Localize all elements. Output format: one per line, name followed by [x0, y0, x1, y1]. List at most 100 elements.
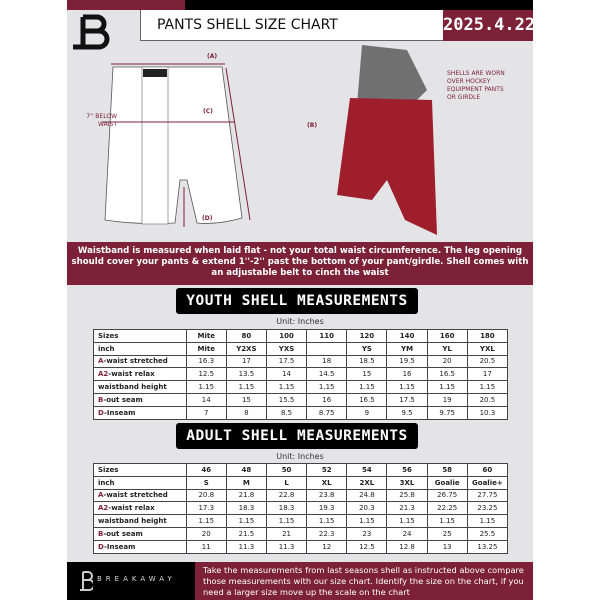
table-cell: 20	[426, 354, 468, 369]
row-label-text: -waist relax	[108, 370, 155, 379]
table-row: waistband height 1.15 1.15 1.15 1.15 1.15 1.15…	[93, 380, 509, 394]
adult-size-table: Sizes 46 48 50 52 54 56 58 60 inch S M L XL 2XL 3XL Goal…	[93, 463, 509, 554]
table-cell: 180	[466, 329, 509, 343]
table-row: B-out seam 14 15 15.5 16 16.5 17.5 19 20.5	[93, 392, 509, 407]
row-label: A-waist stretched	[93, 354, 187, 369]
row-label: Sizes	[93, 329, 187, 343]
row-label: waistband height	[93, 380, 187, 394]
below-waist-note: 7'' BELOW WAIST	[86, 113, 117, 128]
top-bar	[185, 0, 533, 10]
row-label-text: inch	[98, 344, 115, 353]
row-label-prefix: D	[98, 408, 104, 417]
table-cell: 54	[346, 463, 388, 477]
table-cell: 17.5	[265, 354, 308, 369]
row-label-text: waistband height	[98, 517, 167, 526]
table-cell: 15	[225, 392, 267, 407]
table-cell: 1.15	[265, 514, 308, 528]
table-cell: Goalie+	[466, 475, 509, 490]
table-cell: 56	[386, 463, 428, 477]
table-cell: 58	[426, 463, 468, 477]
youth-section-title: YOUTH SHELL MEASUREMENTS	[176, 288, 418, 314]
footer-brand-name: BREAKAWAY	[97, 575, 176, 583]
table-cell: 1.15	[426, 514, 468, 528]
table-cell: 26.75	[426, 488, 468, 503]
youth-unit-label: Unit: Inches	[276, 317, 324, 326]
table-cell: 21.5	[225, 526, 267, 541]
table-cell: 22.8	[265, 488, 308, 503]
table-cell: 1.15	[306, 380, 348, 394]
table-cell: 120	[346, 329, 388, 343]
table-cell: 20.5	[466, 392, 509, 407]
table-cell: 20	[185, 526, 227, 541]
table-cell: 9	[346, 405, 388, 420]
table-row: inch S M L XL 2XL 3XL Goalie Goalie+	[93, 475, 509, 490]
table-cell: 1.15	[466, 380, 509, 394]
table-cell: 13.5	[225, 367, 267, 382]
row-label: A2-waist relax	[93, 367, 187, 382]
table-cell: 140	[386, 329, 428, 343]
table-cell: 16	[386, 367, 428, 382]
table-cell: 17.5	[386, 392, 428, 407]
table-cell: 11	[185, 539, 227, 554]
table-cell: 19.5	[386, 354, 428, 369]
page-title: PANTS SHELL SIZE CHART	[140, 10, 443, 41]
table-cell: 18	[306, 354, 348, 369]
table-cell: 110	[306, 329, 348, 343]
waistband-note-banner: Waistband is measured when laid flat - n…	[67, 242, 533, 285]
row-label: B-out seam	[93, 526, 187, 541]
table-cell: 17.3	[185, 501, 227, 516]
row-label-prefix: B	[98, 395, 104, 404]
table-cell: 19.3	[306, 501, 348, 516]
table-cell: 1.15	[386, 380, 428, 394]
size-chart-page: PANTS SHELL SIZE CHART 2025.4.22 (A) (C)…	[67, 0, 533, 600]
table-cell: 19	[426, 392, 468, 407]
label-b: (B)	[307, 122, 318, 129]
table-cell: 50	[265, 463, 308, 477]
table-cell: 25.8	[386, 488, 428, 503]
table-cell: 24.8	[346, 488, 388, 503]
table-cell: YXS	[265, 341, 308, 356]
table-cell: 21.3	[386, 501, 428, 516]
table-cell: 10.3	[466, 405, 509, 420]
table-row: Sizes Mite 80 100 110 120 140 160 180	[93, 329, 509, 343]
table-cell: 11.3	[225, 539, 267, 554]
row-label: Sizes	[93, 463, 187, 477]
table-cell: 16	[306, 392, 348, 407]
table-cell: 21.8	[225, 488, 267, 503]
adult-unit-label: Unit: Inches	[276, 452, 324, 461]
row-label-text: -Inseam	[103, 408, 136, 417]
table-cell: 25.5	[466, 526, 509, 541]
row-label: D-Inseam	[93, 539, 187, 554]
adult-section-title: ADULT SHELL MEASUREMENTS	[176, 423, 418, 449]
table-cell: M	[225, 475, 267, 490]
table-cell: YXL	[466, 341, 509, 356]
row-label-prefix: D	[98, 542, 104, 551]
table-cell: 9.75	[426, 405, 468, 420]
table-cell: Mite	[185, 329, 227, 343]
row-label-prefix: A2	[98, 370, 109, 379]
table-cell: 46	[185, 463, 227, 477]
row-label: A-waist stretched	[93, 488, 187, 503]
table-cell: Goalie	[426, 475, 468, 490]
table-cell: 23.8	[306, 488, 348, 503]
table-row: D-Inseam 11 11.3 11.3 12 12.5 12.8 13 13.25	[93, 539, 509, 554]
table-cell: 1.15	[225, 514, 267, 528]
table-row: A2-waist relax 17.3 18.3 18.3 19.3 20.3 21.3 22…	[93, 501, 509, 516]
row-label: A2-waist relax	[93, 501, 187, 516]
table-cell: 12.8	[386, 539, 428, 554]
table-cell: 15.5	[265, 392, 308, 407]
table-cell: 1.15	[185, 514, 227, 528]
table-row: A-waist stretched 16.3 17 17.5 18 18.5 19.5 20 2…	[93, 354, 509, 369]
table-row: inch Mite Y2XS YXS YS YM YL YXL	[93, 341, 509, 356]
table-cell: 23.25	[466, 501, 509, 516]
table-cell: 60	[466, 463, 509, 477]
table-cell: 7	[185, 405, 227, 420]
table-cell: 13	[426, 539, 468, 554]
table-cell: 8	[225, 405, 267, 420]
label-d: (D)	[202, 215, 213, 222]
row-label-text: -waist stretched	[103, 357, 168, 366]
table-cell: 1.15	[386, 514, 428, 528]
table-cell: XL	[306, 475, 348, 490]
table-cell: 1.15	[225, 380, 267, 394]
table-cell: 9.5	[386, 405, 428, 420]
